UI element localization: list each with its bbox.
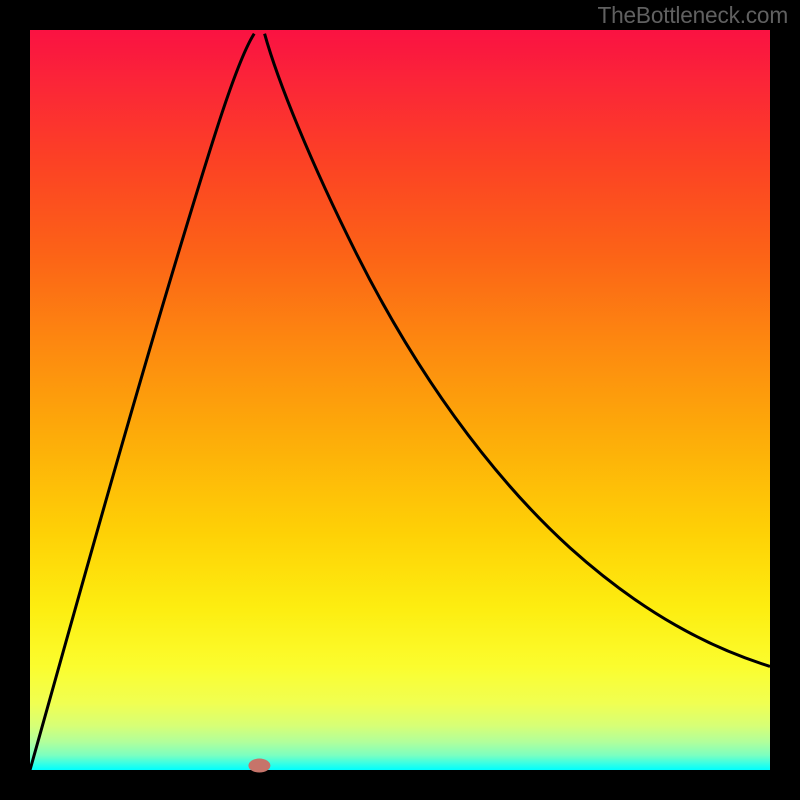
curve-left-branch bbox=[30, 34, 254, 770]
plot-area bbox=[30, 30, 770, 770]
watermark-text: TheBottleneck.com bbox=[597, 2, 788, 29]
chart-stage: TheBottleneck.com bbox=[0, 0, 800, 800]
bottleneck-curve-layer bbox=[30, 30, 770, 770]
minimum-marker bbox=[248, 759, 270, 773]
curve-right-branch bbox=[265, 34, 770, 667]
